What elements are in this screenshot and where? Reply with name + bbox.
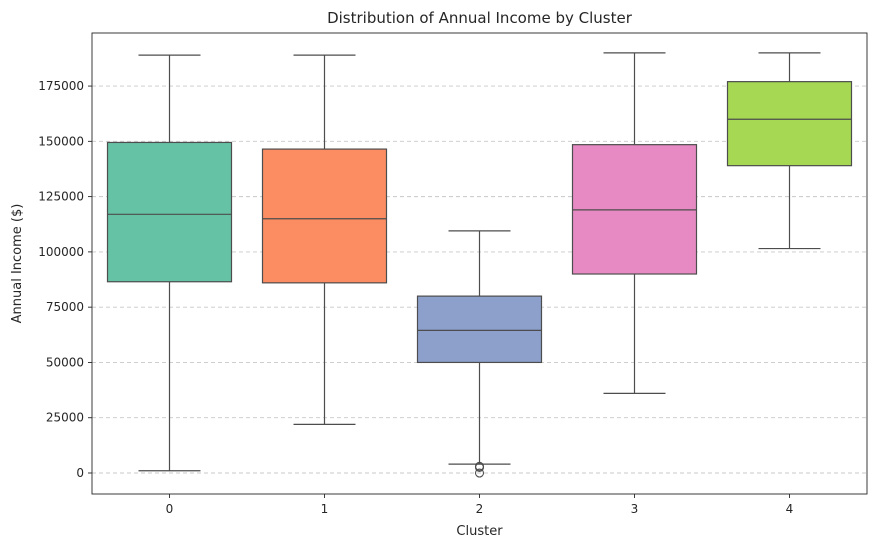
box-iqr bbox=[726, 81, 853, 167]
y-tick-label: 125000 bbox=[38, 190, 84, 204]
x-tick-label: 1 bbox=[321, 502, 329, 516]
box-cluster-1 bbox=[261, 54, 388, 425]
box-cluster-3 bbox=[571, 52, 698, 394]
y-tick-label: 0 bbox=[76, 466, 84, 480]
axis-ticks: 0 25000 50000 75000 100000 125000 150000 175000… bbox=[38, 79, 793, 516]
box-plots bbox=[106, 52, 853, 478]
x-tick-label: 0 bbox=[166, 502, 174, 516]
y-tick-label: 150000 bbox=[38, 134, 84, 148]
x-tick-label: 2 bbox=[476, 502, 484, 516]
box-cluster-4 bbox=[726, 52, 853, 250]
outlier-point bbox=[474, 468, 485, 478]
x-tick-label: 4 bbox=[786, 502, 794, 516]
y-tick-label: 175000 bbox=[38, 79, 84, 93]
y-axis-label: Annual Income ($) bbox=[10, 204, 25, 324]
chart-title: Distribution of Annual Income by Cluster bbox=[327, 9, 633, 27]
y-tick-label: 100000 bbox=[38, 245, 84, 259]
box-cluster-0 bbox=[106, 54, 233, 472]
y-tick-label: 25000 bbox=[46, 411, 84, 425]
box-cluster-2 bbox=[416, 230, 543, 478]
x-tick-label: 3 bbox=[631, 502, 639, 516]
y-tick-label: 75000 bbox=[46, 300, 84, 314]
outlier-point bbox=[474, 461, 485, 471]
box-iqr bbox=[106, 141, 233, 283]
x-axis-label: Cluster bbox=[456, 524, 503, 539]
box-iqr bbox=[261, 148, 388, 284]
y-tick-label: 50000 bbox=[46, 355, 84, 369]
box-iqr bbox=[416, 295, 543, 364]
